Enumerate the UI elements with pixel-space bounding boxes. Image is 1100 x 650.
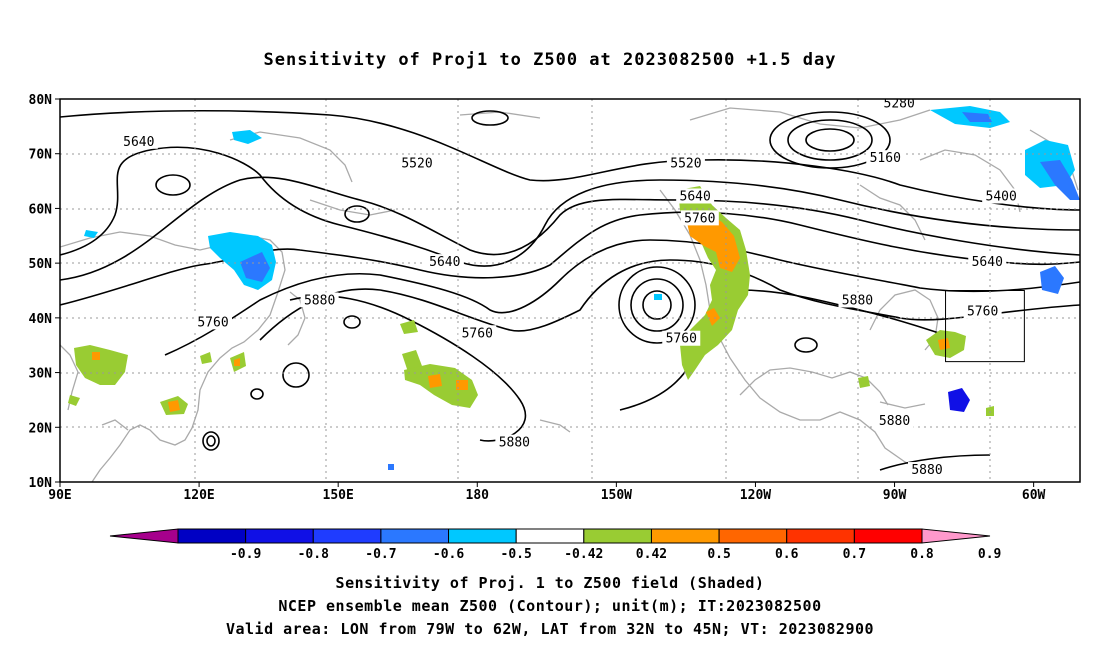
- contour-label: 5880: [879, 414, 910, 429]
- colorbar-swatch: [583, 528, 652, 544]
- lon-label: 90W: [883, 488, 907, 503]
- contour-label: 5760: [967, 304, 998, 319]
- colorbar-label: -0.7: [365, 547, 396, 562]
- contour-label: 5880: [911, 463, 942, 478]
- lat-label: 20N: [29, 421, 53, 436]
- lon-label: 120W: [740, 488, 771, 503]
- caption-valid-area: Valid area: LON from 79W to 62W, LAT fro…: [225, 620, 875, 638]
- colorbar-swatch: [245, 528, 314, 544]
- lon-label: 120E: [183, 488, 214, 503]
- contour-label: 5640: [680, 189, 711, 204]
- map-title: Sensitivity of Proj1 to Z500 at 20230825…: [263, 50, 837, 70]
- colorbar-min-triangle: [109, 528, 179, 544]
- lat-label: 60N: [29, 202, 53, 217]
- contour-label: 5760: [462, 326, 493, 341]
- colorbar-label: 0.8: [910, 547, 934, 562]
- contour-labels: 5640 5520 5640 5880 5760 5760 5880 5520 5640 5760…: [119, 96, 1021, 478]
- colorbar-label: -0.8: [298, 547, 329, 562]
- colorbar-label: 0.6: [775, 547, 799, 562]
- colorbar-label: 0.9: [978, 547, 1001, 562]
- contour-label: 5880: [842, 293, 873, 308]
- contour-label: 5640: [972, 255, 1003, 270]
- lat-label: 70N: [29, 148, 53, 163]
- contour-label: 5520: [670, 157, 701, 172]
- lat-label: 30N: [29, 367, 53, 382]
- lon-label: 90E: [48, 488, 71, 503]
- colorbar-swatch: [515, 528, 585, 544]
- contour-label: 5760: [197, 315, 228, 330]
- contour-label: 5640: [429, 255, 460, 270]
- colorbar-swatch: [853, 528, 923, 544]
- colorbar-swatch: [718, 528, 788, 544]
- valid-area-box: [945, 290, 1025, 363]
- caption-contour: NCEP ensemble mean Z500 (Contour); unit(…: [278, 597, 822, 615]
- contour-label: 5280: [884, 96, 915, 111]
- lat-label: 40N: [29, 312, 53, 327]
- colorbar-label: 0.42: [636, 547, 667, 562]
- lat-label: 50N: [29, 257, 53, 272]
- colorbar: -0.9 -0.8 -0.7 -0.6 -0.5 -0.42 0.42 0.5 0.6 0.7 0.…: [109, 528, 1001, 562]
- z500-contours: [60, 109, 1080, 471]
- contour-label: 5880: [499, 436, 530, 451]
- colorbar-swatch: [786, 528, 855, 544]
- contour-label: 5160: [870, 151, 901, 166]
- latitude-labels: 80N 70N 60N 50N 40N 30N 20N 10N: [29, 93, 60, 491]
- contour-label: 5520: [401, 157, 432, 172]
- coastlines: [60, 107, 1079, 482]
- lat-label: 10N: [29, 476, 53, 491]
- contour-label: 5880: [304, 293, 335, 308]
- gridlines: [60, 99, 1080, 482]
- sensitivity-shading: [68, 106, 1080, 470]
- contour-label: 5760: [684, 211, 715, 226]
- contour-label: 5640: [123, 135, 154, 150]
- colorbar-label: 0.5: [707, 547, 730, 562]
- lon-label: 60W: [1022, 488, 1046, 503]
- lon-label: 150W: [601, 488, 632, 503]
- colorbar-label: 0.7: [843, 547, 866, 562]
- contour-label: 5400: [986, 189, 1017, 204]
- colorbar-label: -0.5: [501, 547, 532, 562]
- colorbar-swatch: [380, 528, 450, 544]
- longitude-labels: 90E 120E 150E 180 150W 120W 90W 60W: [48, 482, 1046, 503]
- colorbar-label: -0.6: [433, 547, 464, 562]
- colorbar-label: -0.42: [564, 547, 603, 562]
- colorbar-swatch: [448, 528, 517, 544]
- contour-label: 5760: [666, 332, 697, 347]
- plot-frame: [59, 98, 1081, 483]
- lat-label: 80N: [29, 93, 53, 108]
- colorbar-max-triangle: [921, 528, 991, 544]
- colorbar-swatch: [177, 528, 247, 544]
- colorbar-label: -0.9: [230, 547, 261, 562]
- lon-label: 150E: [323, 488, 354, 503]
- lon-label: 180: [466, 488, 490, 503]
- colorbar-swatch: [312, 528, 382, 544]
- colorbar-swatch: [650, 528, 720, 544]
- caption-shading: Sensitivity of Proj. 1 to Z500 field (Sh…: [335, 574, 765, 592]
